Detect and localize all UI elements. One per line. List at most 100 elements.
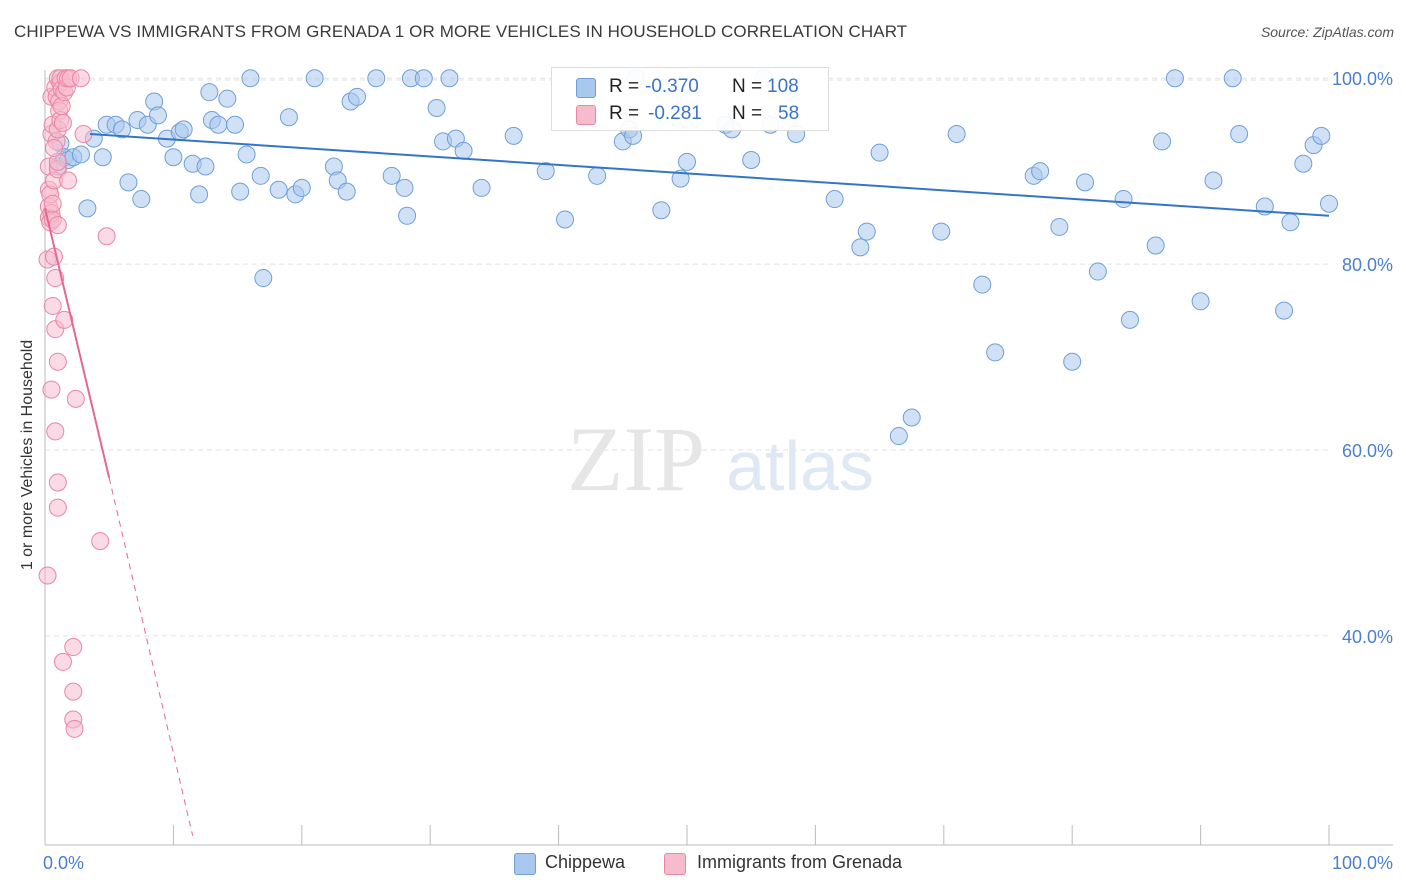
grenada-point [46, 269, 65, 288]
watermark-zip: ZIP [567, 408, 705, 510]
grenada-point [74, 125, 93, 143]
chippewa-point [200, 83, 219, 102]
chippewa-point [113, 120, 132, 139]
chippewa-point [536, 162, 555, 181]
chippewa-point [1191, 292, 1210, 311]
grenada-point [53, 113, 72, 132]
chippewa-point [1088, 262, 1107, 281]
grenada-point [66, 389, 85, 408]
chippewa-point [1312, 126, 1331, 145]
chippewa-point [902, 408, 921, 427]
chippewa-point [367, 69, 386, 88]
chippewa-trend-line [89, 133, 1330, 217]
grenada-point [59, 171, 78, 190]
chippewa-point [269, 180, 288, 199]
chippewa-point [973, 275, 992, 294]
grenada-trend-extension [108, 477, 194, 836]
watermark: ZIP atlas [567, 408, 874, 510]
grenada-point [42, 380, 61, 399]
chippewa-point [218, 89, 237, 108]
legend-n-label: N = [732, 76, 763, 97]
legend-swatch-blue [576, 78, 596, 98]
grenada-point [48, 473, 67, 492]
chippewa-point [132, 190, 151, 209]
chippewa-point [231, 182, 250, 201]
chippewa-point [1076, 173, 1095, 192]
chippewa-point [226, 115, 245, 134]
grenada-point [43, 194, 62, 213]
chippewa-point [1204, 171, 1223, 190]
chippewa-point [1165, 69, 1184, 88]
chippewa-point [556, 210, 575, 229]
series-swatch-pink [664, 853, 686, 875]
series-label-grenada: Immigrants from Grenada [697, 852, 903, 872]
chippewa-point [1146, 236, 1165, 255]
chippewa-point [1153, 132, 1172, 151]
chippewa-point [947, 125, 966, 143]
legend-row-grenada: R = -0.281 N = 58 [552, 101, 828, 129]
chippewa-point [427, 98, 446, 117]
grenada-point [44, 247, 63, 266]
grenada-point [65, 719, 84, 738]
chippewa-point [71, 145, 90, 164]
legend-swatch-pink [576, 105, 596, 125]
chippewa-point [588, 166, 607, 185]
chippewa-point [678, 152, 696, 171]
grenada-point [71, 69, 90, 88]
chippewa-point [454, 141, 473, 160]
chippewa-point [440, 69, 459, 88]
grenada-point [48, 352, 67, 371]
chippewa-point [1063, 352, 1082, 371]
chippewa-point [857, 222, 876, 241]
legend-row-chippewa: R = -0.370 N = 108 [552, 74, 828, 102]
grenada-point [97, 227, 116, 246]
chippewa-point [1031, 162, 1050, 181]
grenada-point [91, 532, 110, 551]
x-tick-label: 100.0% [1332, 853, 1393, 873]
chippewa-point [1114, 190, 1133, 209]
trend-lines [44, 133, 1330, 836]
chippewa-point [337, 182, 356, 201]
chippewa-point [986, 343, 1005, 362]
chippewa-point [254, 269, 273, 288]
grenada-point [48, 216, 67, 235]
chippewa-point [652, 201, 671, 220]
chippewa-point [1275, 301, 1294, 320]
chippewa-point [889, 427, 908, 446]
chart-title: CHIPPEWA VS IMMIGRANTS FROM GRENADA 1 OR… [14, 22, 908, 41]
chippewa-point [932, 222, 951, 241]
chippewa-point [348, 87, 367, 106]
x-tick-label: 0.0% [43, 853, 84, 873]
chippewa-point [414, 69, 433, 88]
grenada-point [53, 652, 72, 671]
chippewa-point [237, 145, 256, 164]
chippewa-point [196, 157, 215, 176]
grenada-point [38, 566, 57, 585]
chippewa-point [190, 185, 209, 204]
legend-r-label: R = [609, 103, 640, 124]
correlation-legend: R = -0.370 N = 108 R = -0.281 N = 58 [551, 67, 829, 131]
grenada-point [55, 310, 74, 329]
grenada-trend-line [44, 208, 111, 479]
chippewa-point [241, 69, 260, 88]
grenada-point [43, 296, 62, 315]
chart-source: Source: ZipAtlas.com [1260, 24, 1394, 40]
legend-r-value: -0.281 [648, 103, 702, 124]
series-swatch-blue [514, 853, 536, 875]
legend-r-label: R = [609, 76, 640, 97]
chippewa-point [1230, 125, 1249, 143]
chippewa-point [382, 166, 401, 185]
legend-n-value: 58 [778, 103, 800, 124]
chippewa-point [305, 69, 324, 88]
grenada-point [64, 682, 83, 701]
chippewa-point [1281, 213, 1300, 232]
chippewa-point [174, 120, 193, 139]
chippewa-point [1050, 217, 1069, 236]
grenada-point [44, 138, 63, 157]
chippewa-point [870, 143, 889, 162]
chippewa-point [1223, 69, 1242, 88]
chippewa-point [119, 173, 138, 192]
chippewa-point [1320, 194, 1338, 213]
chippewa-point [164, 148, 183, 167]
